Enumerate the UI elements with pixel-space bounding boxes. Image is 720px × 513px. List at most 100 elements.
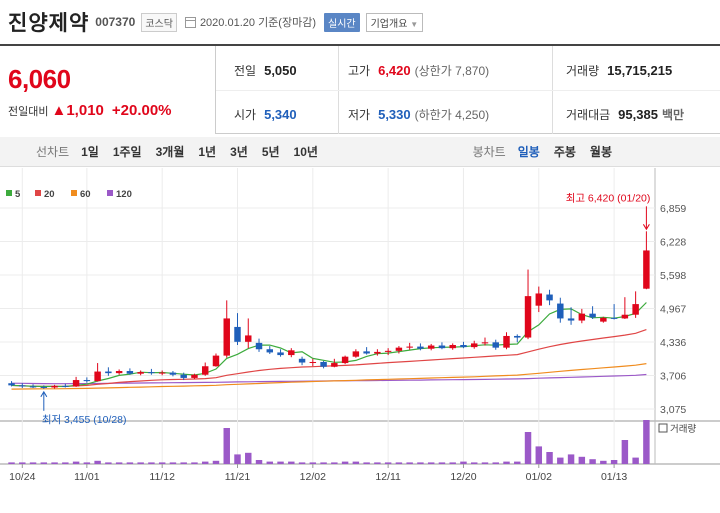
candle-body xyxy=(374,351,381,354)
realtime-button[interactable]: 실시간 xyxy=(324,12,360,32)
period-3m[interactable]: 3개월 xyxy=(155,145,185,159)
candle-body xyxy=(169,372,177,375)
candle-weekly[interactable]: 주봉 xyxy=(553,145,576,159)
period-3y[interactable]: 3년 xyxy=(230,145,248,159)
y-tick-label: 3,075 xyxy=(660,404,686,416)
volume-bar xyxy=(514,461,521,464)
candle-body xyxy=(557,303,564,319)
x-tick-label: 11/21 xyxy=(225,471,251,483)
candle-body xyxy=(234,326,241,342)
y-tick-label: 5,598 xyxy=(660,270,686,282)
volume-bar xyxy=(62,462,69,464)
company-info-dropdown[interactable]: 기업개요 ▼ xyxy=(365,12,424,32)
candlestick-chart: 6,859 6,228 5,598 4,967 4,336 3,706 3,075 10/24… xyxy=(0,168,720,483)
candle-daily[interactable]: 일봉 xyxy=(517,145,540,159)
volume-bar xyxy=(621,440,629,464)
volume-bar xyxy=(51,462,58,464)
volume-bar xyxy=(201,461,209,464)
y-tick-label: 6,859 xyxy=(660,203,686,215)
x-tick-label: 11/12 xyxy=(149,471,175,483)
prev-close: 전일 5,050 xyxy=(234,63,297,78)
candle-body xyxy=(94,371,101,382)
volume-bar xyxy=(557,457,564,464)
volume-bar xyxy=(180,462,187,464)
open-price: 시가 5,340 xyxy=(234,107,297,122)
period-5y[interactable]: 5년 xyxy=(261,145,280,159)
volume-bar xyxy=(83,462,91,464)
candle-body xyxy=(524,296,532,338)
volume-bar xyxy=(288,461,295,464)
change-label: 전일대비 xyxy=(8,106,49,118)
high-arrow-head xyxy=(642,224,650,231)
legend-label-ma60: 60 xyxy=(80,189,91,200)
candle-body xyxy=(40,386,48,388)
volume-bar xyxy=(115,462,123,464)
candle-body xyxy=(277,352,284,356)
stock-chart: 6,859 6,228 5,598 4,967 4,336 3,706 3,075 10/24… xyxy=(0,168,720,508)
change-percent: +20.00% xyxy=(111,102,172,119)
ma-line-ma60 xyxy=(11,363,647,390)
volume-bar xyxy=(352,461,360,464)
volume-bar xyxy=(449,462,456,464)
candle-body xyxy=(8,383,15,386)
volume-bar xyxy=(470,462,478,464)
candle-body xyxy=(331,363,338,367)
candle-body xyxy=(546,294,553,301)
candle-body xyxy=(62,385,69,387)
x-tick-label: 12/02 xyxy=(300,471,326,483)
candle-body xyxy=(492,342,499,348)
x-tick-label: 01/13 xyxy=(601,471,627,483)
candle-body xyxy=(223,318,230,356)
trade-amount: 거래대금 95,385 백만 xyxy=(566,107,685,122)
candle-body xyxy=(438,345,446,349)
x-tick-label: 10/24 xyxy=(9,471,35,483)
volume-bar xyxy=(546,452,553,464)
volume-bar xyxy=(417,462,424,464)
chevron-down-icon: ▼ xyxy=(410,19,419,29)
candle-body xyxy=(406,346,413,348)
volume-bar xyxy=(610,460,618,464)
volume-bar xyxy=(105,462,112,464)
legend-label-ma20: 20 xyxy=(44,189,55,200)
candle-body xyxy=(83,380,91,382)
volume-legend-box xyxy=(658,423,668,433)
volume-bar xyxy=(8,462,15,464)
volume-bar xyxy=(589,459,596,464)
period-1y[interactable]: 1년 xyxy=(198,145,217,159)
high-price: 고가 6,420 (상한가 7,870) xyxy=(348,63,490,78)
volume: 거래량 15,715,215 xyxy=(566,63,673,78)
volume-bar xyxy=(643,420,650,464)
period-1w[interactable]: 1주일 xyxy=(112,145,142,159)
legend-label-ma120: 120 xyxy=(116,189,132,200)
market-badge: 코스닥 xyxy=(141,12,177,32)
candle-body xyxy=(427,345,435,349)
x-tick-label: 12/20 xyxy=(450,471,476,483)
period-bar: 선차트 1일 1주일 3개월 1년 3년 5년 10년 봉차트 일봉 주봉 월봉 xyxy=(0,137,720,167)
current-price: 6,060 xyxy=(8,64,71,94)
price-box: 6,060 전일대비 ▲1,010 +20.00% xyxy=(0,46,216,134)
legend-label-ma5: 5 xyxy=(15,189,21,200)
volume-bar xyxy=(212,460,220,464)
volume-bar xyxy=(191,462,198,464)
candle-body xyxy=(51,385,58,388)
volume-bar xyxy=(29,462,37,464)
candle-body xyxy=(126,371,134,374)
high-annotation: 최고 6,420 (01/20) xyxy=(566,192,651,204)
candle-body xyxy=(19,385,26,387)
volume-bar xyxy=(148,462,155,464)
candle-body xyxy=(600,317,607,322)
candle-monthly[interactable]: 월봉 xyxy=(589,145,612,159)
period-1d[interactable]: 1일 xyxy=(81,145,99,159)
line-chart-label: 선차트 xyxy=(36,145,70,159)
x-tick-label: 12/11 xyxy=(375,471,401,483)
candle-body xyxy=(589,313,596,318)
ma-line-ma5 xyxy=(11,302,647,388)
volume-bar xyxy=(406,462,413,464)
volume-bar xyxy=(341,461,349,464)
volume-bar xyxy=(535,446,543,464)
period-10y[interactable]: 10년 xyxy=(293,145,318,159)
candle-body xyxy=(503,335,510,348)
candle-body xyxy=(460,344,467,348)
volume-bar xyxy=(600,460,607,464)
price-change: 전일대비 ▲1,010 +20.00% xyxy=(8,102,172,119)
